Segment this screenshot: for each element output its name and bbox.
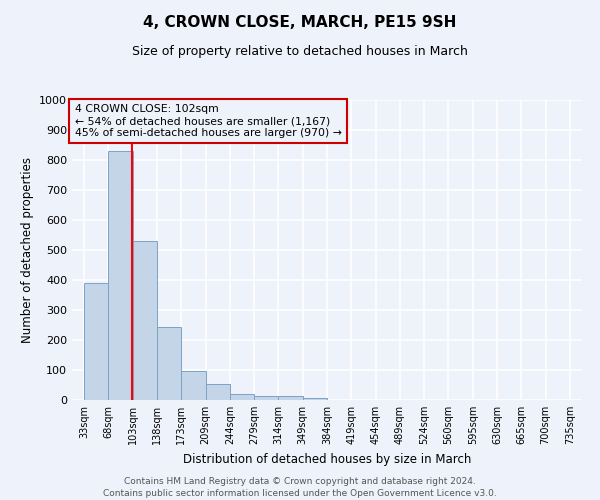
Bar [278,396,303,400]
Text: Contains public sector information licensed under the Open Government Licence v3: Contains public sector information licen… [103,489,497,498]
Text: Contains HM Land Registry data © Crown copyright and database right 2024.: Contains HM Land Registry data © Crown c… [124,478,476,486]
Bar [230,394,254,400]
Bar [157,328,181,400]
X-axis label: Distribution of detached houses by size in March: Distribution of detached houses by size … [183,452,471,466]
Bar [109,151,133,400]
Y-axis label: Number of detached properties: Number of detached properties [20,157,34,343]
Bar [206,384,230,400]
Bar [181,371,206,400]
Bar [303,398,327,400]
Text: 4 CROWN CLOSE: 102sqm
← 54% of detached houses are smaller (1,167)
45% of semi-d: 4 CROWN CLOSE: 102sqm ← 54% of detached … [74,104,341,138]
Text: Size of property relative to detached houses in March: Size of property relative to detached ho… [132,45,468,58]
Bar [84,283,109,400]
Text: 4, CROWN CLOSE, MARCH, PE15 9SH: 4, CROWN CLOSE, MARCH, PE15 9SH [143,15,457,30]
Bar [254,396,278,400]
Bar [133,241,157,400]
